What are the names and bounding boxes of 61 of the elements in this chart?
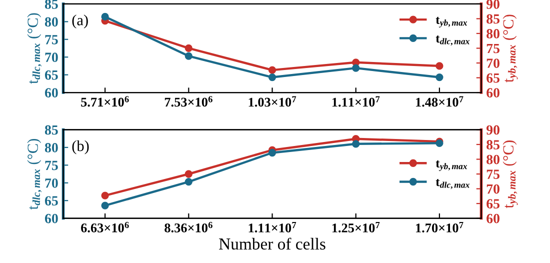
y2-tick-label: 60 [486,88,500,98]
y-tick-label: 80 [44,17,58,27]
legend-label: t$_{yb,max}$ [436,16,468,28]
y-tick-label: 60 [44,214,58,224]
y2-tick-label: 90 [486,0,500,9]
y2-tick-label: 70 [486,58,500,68]
y-tick-label: 70 [45,178,58,188]
point [268,73,276,82]
annotation: (b) [72,140,89,154]
x-tick-label: 8.36×10$^{6}$ [164,222,212,232]
y2-tick-label: 75 [486,170,500,179]
point [436,62,444,70]
legend-label: t$_{dlc,max}$ [436,35,470,46]
y-tick-label: 80 [44,143,58,152]
y-tick-label: 65 [44,196,58,206]
legend-label: t$_{dlc,max}$ [436,179,470,190]
x-tick-label: 1.70×10$^{7}$ [416,222,464,232]
x-tick-label: 1.03×10$^{7}$ [248,96,296,107]
point [436,73,444,82]
point [184,170,192,178]
annotation: (a) [72,14,88,28]
y2-tick-label: 70 [486,184,500,194]
point [352,140,360,148]
point [184,52,192,60]
point [101,202,109,210]
point [268,66,276,74]
point [101,12,109,21]
point [101,192,109,200]
y-axis-title: t$_{dlc,max}$ (°C) [27,13,42,84]
y2-axis-title: t$_{yb,max}$ (°C) [502,140,518,208]
y2-tick-label: 65 [486,73,500,83]
point [268,148,276,157]
y-tick-label: 60 [44,88,58,98]
y2-tick-label: 65 [486,199,500,208]
y-tick-label: 75 [45,160,58,170]
y-tick-label: 70 [45,52,58,62]
y-tick-label: 65 [44,70,58,80]
x-tick-label: 7.53×10$^{6}$ [164,96,212,107]
y-axis-title: t$_{dlc,max}$ (°C) [27,138,42,210]
point [352,64,360,72]
x-tick-label: 5.71×10$^{6}$ [81,96,129,107]
y-tick-label: 85 [44,0,58,9]
y2-tick-label: 85 [486,140,500,150]
y2-tick-label: 80 [486,29,500,38]
x-tick-label: 1.48×10$^{7}$ [416,96,464,107]
x-tick-label: 1.11×10$^{7}$ [248,222,296,232]
y2-tick-label: 60 [486,214,500,224]
point [184,44,192,52]
x-tick-label: 6.63×10$^{6}$ [81,222,129,232]
y2-tick-label: 90 [486,125,500,135]
y2-tick-label: 85 [486,14,500,24]
y2-tick-label: 75 [486,44,500,54]
x-tick-label: 1.25×10$^{7}$ [332,222,380,232]
y-tick-label: 75 [45,35,58,44]
y2-axis-title: t$_{yb,max}$ (°C) [502,14,518,82]
y2-tick-label: 80 [486,154,500,164]
point [184,178,192,186]
x-tick-label: 1.11×10$^{7}$ [332,96,380,107]
x-axis-title: Number of cells [219,238,326,250]
y-tick-label: 85 [44,125,58,135]
legend-label: t$_{yb,max}$ [436,160,468,172]
